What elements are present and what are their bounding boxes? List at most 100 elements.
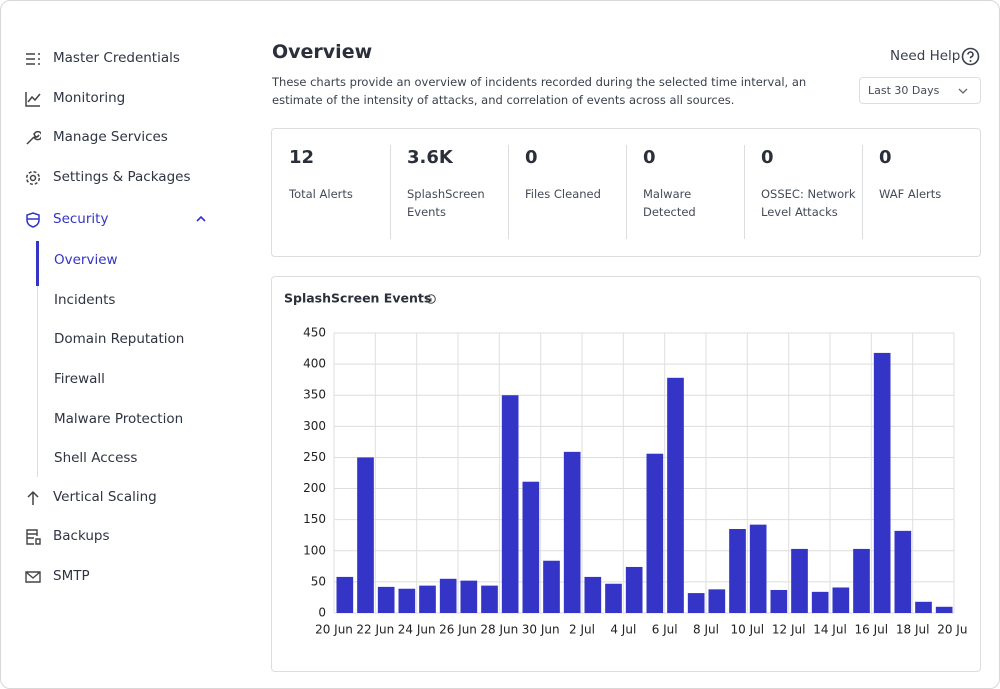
icon [27, 490, 39, 505]
y-tick-label: 150 [303, 512, 326, 526]
stat-value: 3.6K [407, 147, 453, 168]
nav-item[interactable]: SMTP [53, 568, 90, 584]
sub-item[interactable]: Firewall [54, 371, 105, 387]
x-tick-label: 4 Jul [610, 623, 636, 637]
stat-label: OSSEC: Network Level Attacks [761, 187, 856, 219]
sub-item[interactable]: Malware Protection [54, 411, 184, 427]
x-tick-label: 2 Jul [569, 623, 595, 637]
caret [958, 88, 968, 94]
y-tick-label: 0 [318, 606, 326, 620]
bar [791, 548, 808, 613]
bar [894, 530, 912, 613]
x-tick-label: 26 Jun [439, 623, 477, 637]
nav-item[interactable]: Settings & Packages [53, 169, 191, 185]
y-tick-label: 450 [303, 326, 326, 340]
stat-label: SplashScreen Events [407, 187, 485, 219]
help-link[interactable]: Need Help [890, 48, 961, 64]
y-tick-label: 50 [311, 574, 326, 588]
icon [25, 170, 41, 186]
x-tick-label: 20 Jun [315, 623, 353, 637]
icon [26, 212, 40, 228]
stat-label: WAF Alerts [879, 187, 942, 201]
stat-label: Files Cleaned [525, 187, 601, 201]
chevron[interactable] [195, 213, 207, 225]
bar [563, 451, 581, 613]
bar [605, 583, 622, 613]
divider [862, 145, 863, 239]
icon [26, 529, 41, 545]
chart: SplashScreen Events 0 50 100 150 200 250 300 35… [284, 291, 968, 637]
divider [508, 145, 509, 239]
y-tick-label: 100 [303, 543, 326, 557]
sub-item[interactable]: Overview [54, 252, 118, 268]
bar [625, 566, 643, 613]
x-tick-label: 10 Jul [731, 623, 765, 637]
nav-item[interactable]: Master Credentials [53, 50, 180, 66]
x-tick-label: 30 Jun [522, 623, 560, 637]
divider [744, 145, 745, 239]
x-tick-label: 16 Jul [855, 623, 889, 637]
stats-card: 12 Total Alerts 3.6K SplashScreen Events 0 Fi… [271, 128, 981, 257]
chart-title: SplashScreen Events [284, 291, 431, 306]
icon [26, 130, 41, 145]
sub-item[interactable]: Shell Access [54, 450, 138, 466]
nav-item[interactable]: Security [53, 211, 109, 227]
stat-label: Malware Detected [643, 187, 696, 219]
range-select[interactable]: Last 30 Days [859, 77, 981, 104]
nav-item[interactable]: Monitoring [53, 90, 126, 106]
icon [26, 53, 40, 65]
sub-item[interactable]: Incidents [54, 292, 116, 308]
x-tick-label: 24 Jun [398, 623, 436, 637]
y-tick-label: 300 [303, 419, 326, 433]
bar [873, 352, 891, 613]
bar [915, 601, 932, 613]
x-tick-label: 14 Jul [813, 623, 847, 637]
nav-item[interactable]: Backups [53, 528, 110, 544]
x-tick-label: 8 Jul [693, 623, 719, 637]
bar [481, 585, 498, 613]
range-value: Last 30 Days [868, 84, 940, 97]
bar [543, 560, 560, 613]
bar [729, 529, 746, 613]
x-tick-label: 6 Jul [652, 623, 678, 637]
active-indicator [36, 241, 39, 286]
bar [667, 377, 684, 613]
description: These charts provide an overview of inci… [272, 75, 807, 107]
bar [770, 589, 788, 613]
stat-label: Total Alerts [289, 187, 353, 201]
bar [336, 576, 354, 613]
info-icon[interactable] [426, 294, 436, 304]
x-tick-label: 12 Jul [772, 623, 806, 637]
nav-item[interactable]: Manage Services [53, 129, 168, 145]
stat-value: 0 [879, 147, 892, 168]
stat-value: 0 [761, 147, 774, 168]
bar [398, 588, 416, 613]
bar [853, 548, 870, 613]
bar [811, 591, 829, 613]
bar [501, 395, 519, 613]
bar [419, 585, 436, 613]
y-tick-label: 250 [303, 450, 326, 464]
divider [626, 145, 627, 239]
divider [390, 145, 391, 239]
bar [357, 457, 374, 613]
help-icon[interactable] [961, 47, 980, 66]
bar [584, 576, 602, 613]
bar [687, 593, 705, 613]
bar [646, 453, 664, 613]
x-tick-label: 28 Jun [480, 623, 518, 637]
icon [25, 571, 41, 583]
bar [522, 481, 540, 613]
stat-value: 12 [289, 147, 315, 168]
bar [935, 606, 953, 613]
nav-item[interactable]: Vertical Scaling [53, 489, 157, 505]
bar [439, 578, 457, 613]
stat-value: 0 [643, 147, 656, 168]
sub-item[interactable]: Domain Reputation [54, 331, 185, 347]
sub-rule [37, 241, 38, 477]
y-tick-label: 350 [303, 388, 326, 402]
x-tick-label: 20 Jul [937, 623, 968, 637]
stat-value: 0 [525, 147, 538, 168]
x-tick-label: 22 Jun [356, 623, 394, 637]
